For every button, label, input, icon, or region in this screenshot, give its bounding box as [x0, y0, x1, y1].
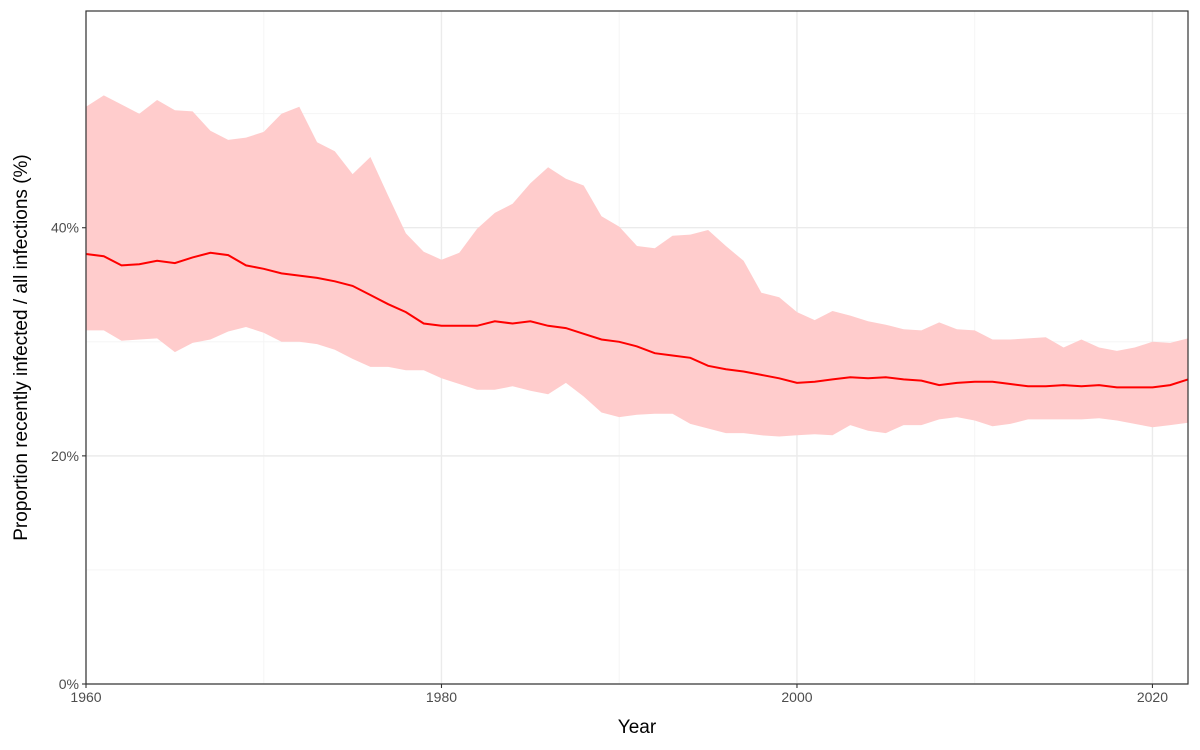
confidence-band [86, 95, 1188, 437]
y-tick-label: 0% [59, 676, 79, 692]
data-point [227, 254, 230, 257]
data-point [280, 272, 283, 275]
data-point [156, 259, 159, 262]
x-tick-label: 2020 [1137, 689, 1168, 705]
data-point [404, 311, 407, 314]
data-point [244, 264, 247, 267]
data-point [564, 327, 567, 330]
data-point [849, 376, 852, 379]
x-tick-label: 2000 [781, 689, 812, 705]
data-point [316, 276, 319, 279]
data-point [600, 338, 603, 341]
series-line [85, 251, 1189, 389]
data-point [1098, 384, 1101, 387]
data-point [1133, 386, 1136, 389]
data-point [1151, 386, 1154, 389]
data-point [742, 370, 745, 373]
panel-border [85, 10, 1189, 685]
data-point [369, 294, 372, 297]
y-axis-title: Proportion recently infected / all infec… [11, 154, 32, 541]
data-point [529, 320, 532, 323]
y-tick-label: 40% [51, 220, 79, 236]
data-point [493, 320, 496, 323]
data-point [582, 332, 585, 335]
data-point [973, 380, 976, 383]
data-point [955, 381, 958, 384]
data-point [689, 356, 692, 359]
data-point [387, 303, 390, 306]
x-tick-label: 1960 [70, 689, 101, 705]
data-point [511, 322, 514, 325]
data-point [618, 340, 621, 343]
data-point [760, 373, 763, 376]
data-point [1062, 384, 1065, 387]
data-point [476, 324, 479, 327]
data-point [209, 251, 212, 254]
data-point [884, 376, 887, 379]
data-point [1044, 385, 1047, 388]
x-axis-title: Year [618, 717, 657, 738]
y-axis: 0% 20% 40% [51, 220, 86, 692]
data-point [422, 322, 425, 325]
data-point [724, 368, 727, 371]
data-point [778, 377, 781, 380]
data-point [102, 255, 105, 258]
data-point [262, 267, 265, 270]
data-point [120, 264, 123, 267]
data-point [991, 380, 994, 383]
data-point [1169, 384, 1172, 387]
data-point [547, 324, 550, 327]
data-point [458, 324, 461, 327]
data-point [333, 280, 336, 283]
data-point [902, 378, 905, 381]
data-point [1080, 385, 1083, 388]
data-point [653, 352, 656, 355]
data-point [920, 379, 923, 382]
x-axis: 1960 1980 2000 2020 [70, 684, 1168, 705]
data-point [813, 380, 816, 383]
data-point [671, 354, 674, 357]
y-tick-label: 20% [51, 448, 79, 464]
data-point [191, 256, 194, 259]
data-point [298, 274, 301, 277]
data-point [867, 377, 870, 380]
data-point [351, 284, 354, 287]
data-point [1009, 383, 1012, 386]
data-point [795, 381, 798, 384]
x-tick-label: 1980 [426, 689, 457, 705]
data-point [173, 262, 176, 265]
data-point [938, 384, 941, 387]
data-point [138, 263, 141, 266]
data-point [636, 345, 639, 348]
data-point [440, 324, 443, 327]
data-point [831, 378, 834, 381]
data-point [1115, 386, 1118, 389]
data-point [707, 364, 710, 367]
data-point [1027, 385, 1030, 388]
